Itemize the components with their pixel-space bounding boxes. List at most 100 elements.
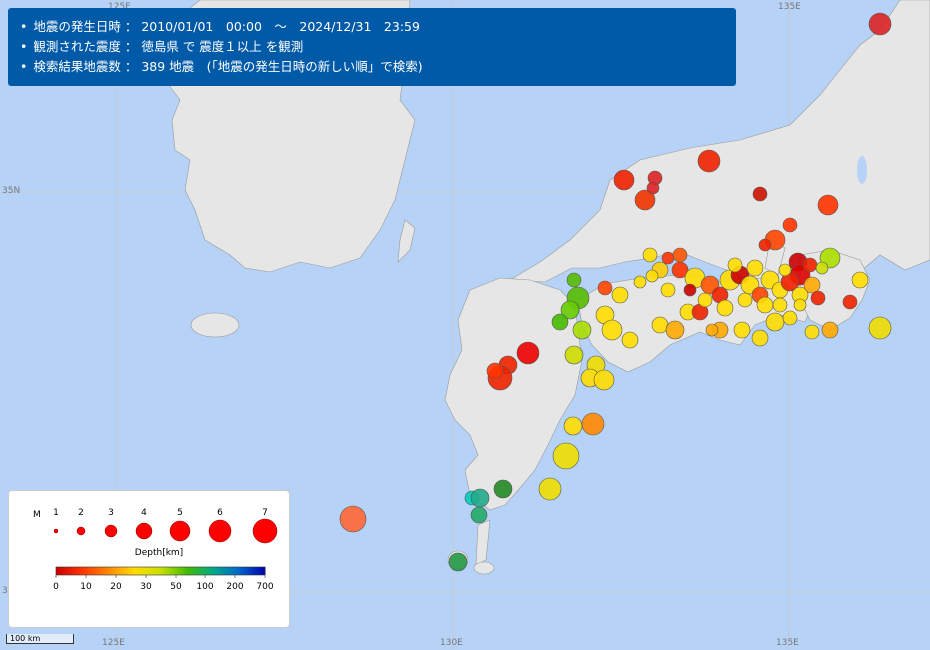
tsushima-island — [397, 219, 416, 263]
depth-bar-segment — [212, 567, 240, 575]
magnitude-label: 7 — [262, 508, 268, 518]
legend-graphic: M 1 2 3 4 5 6 7 Depth[km] 0 10 20 30 50 100 200 700 — [33, 508, 278, 592]
earthquake-marker[interactable] — [634, 189, 656, 211]
earthquake-marker[interactable] — [560, 300, 580, 320]
earthquake-marker[interactable] — [551, 313, 569, 331]
earthquake-marker[interactable] — [613, 169, 635, 191]
earthquake-marker[interactable] — [765, 312, 785, 332]
earthquake-marker[interactable] — [842, 294, 858, 310]
earthquake-marker[interactable] — [802, 257, 818, 273]
earthquake-marker[interactable] — [851, 271, 869, 289]
earthquake-marker[interactable] — [756, 296, 774, 314]
depth-bar-segment — [186, 567, 214, 575]
earthquake-marker[interactable] — [642, 247, 658, 263]
earthquake-marker[interactable] — [772, 297, 788, 313]
depth-bar-segment — [160, 567, 188, 575]
earthquake-marker[interactable] — [493, 479, 513, 499]
earthquake-marker[interactable] — [516, 341, 540, 365]
depth-title: Depth[km] — [135, 548, 183, 558]
depth-tick-labels: 0 10 20 30 50 100 200 700 — [53, 575, 274, 592]
magnitude-circle — [53, 528, 59, 534]
earthquake-marker[interactable] — [751, 329, 769, 347]
earthquake-marker[interactable] — [646, 181, 660, 195]
depth-bar-border — [55, 566, 266, 576]
search-condition-panel: • 地震の発生日時 ： 2010/01/01 00:00 ～ 2024/12/31… — [8, 8, 736, 86]
earthquake-marker[interactable] — [727, 257, 743, 273]
scale-bar: 100 km — [6, 634, 74, 644]
earthquake-marker[interactable] — [645, 269, 659, 283]
bullet-icon: • — [20, 59, 28, 74]
depth-color-bar — [55, 566, 266, 576]
earthquake-marker[interactable] — [804, 324, 820, 340]
earthquake-marker[interactable] — [621, 331, 639, 349]
magnitude-circle — [252, 518, 278, 544]
earthquake-marker[interactable] — [733, 321, 751, 339]
earthquake-marker[interactable] — [563, 416, 583, 436]
bullet-icon: • — [20, 39, 28, 54]
magnitude-circle — [135, 522, 153, 540]
earthquake-marker[interactable] — [752, 186, 768, 202]
earthquake-marker[interactable] — [697, 149, 721, 173]
info-line-count-text: 検索結果地震数 ： 389 地震 (「地震の発生日時の新しい順」で検索) — [33, 59, 423, 74]
earthquake-marker[interactable] — [672, 247, 688, 263]
earthquake-marker[interactable] — [782, 217, 798, 233]
map-legend: M 1 2 3 4 5 6 7 Depth[km] 0 10 20 30 50 100 200 700 — [8, 490, 290, 628]
earthquake-marker[interactable] — [821, 321, 839, 339]
earthquake-marker[interactable] — [660, 282, 676, 298]
depth-tick-label: 30 — [140, 582, 152, 592]
depth-tick-label: 100 — [196, 582, 213, 592]
earthquake-marker[interactable] — [782, 310, 798, 326]
earthquake-marker[interactable] — [815, 261, 829, 275]
earthquake-marker[interactable] — [564, 345, 584, 365]
tanegashima-island — [475, 519, 491, 566]
earthquake-marker[interactable] — [593, 369, 615, 391]
earthquake-marker[interactable] — [817, 194, 839, 216]
earthquake-marker[interactable] — [611, 286, 629, 304]
magnitude-label: 5 — [177, 508, 183, 518]
info-line-intensity: • 観測された震度 ： 徳島県 で 震度１以上 を観測 — [20, 37, 724, 57]
earthquake-marker[interactable] — [566, 272, 582, 288]
earthquake-marker[interactable] — [633, 275, 647, 289]
earthquake-marker[interactable] — [448, 552, 468, 572]
earthquake-marker[interactable] — [697, 292, 713, 308]
earthquake-marker[interactable] — [581, 412, 605, 436]
earthquake-marker[interactable] — [601, 319, 623, 341]
earthquake-marker[interactable] — [597, 280, 613, 296]
earthquake-marker[interactable] — [651, 316, 669, 334]
depth-bar-segment — [238, 567, 266, 575]
lon-label-130e-bottom: 130E — [440, 638, 463, 648]
earthquake-marker[interactable] — [683, 283, 697, 297]
magnitude-circle — [208, 519, 232, 543]
earthquake-marker[interactable] — [665, 320, 685, 340]
earthquake-marker[interactable] — [737, 292, 753, 308]
earthquake-marker[interactable] — [758, 238, 772, 252]
lon-label-135e-top: 135E — [778, 2, 801, 12]
lon-label-125e-bottom: 125E — [102, 638, 125, 648]
earthquake-marker[interactable] — [868, 12, 892, 36]
earthquake-marker[interactable] — [661, 251, 675, 265]
magnitude-label: 3 — [108, 508, 114, 518]
lake-biwa — [857, 156, 867, 184]
earthquake-marker[interactable] — [486, 362, 504, 380]
earthquake-marker[interactable] — [716, 299, 734, 317]
earthquake-marker[interactable] — [868, 316, 892, 340]
depth-bar-segment — [108, 567, 135, 575]
earthquake-marker[interactable] — [810, 290, 826, 306]
earthquake-marker[interactable] — [778, 263, 792, 277]
earthquake-marker[interactable] — [538, 477, 562, 501]
info-line-period-text: 地震の発生日時 ： 2010/01/01 00:00 ～ 2024/12/31 … — [33, 19, 420, 34]
earthquake-marker[interactable] — [339, 505, 367, 533]
earthquake-marker[interactable] — [803, 276, 821, 294]
earthquake-marker[interactable] — [470, 506, 488, 524]
earthquake-marker[interactable] — [793, 298, 807, 312]
earthquake-marker[interactable] — [746, 259, 764, 277]
depth-tick-label: 200 — [226, 582, 243, 592]
info-line-period: • 地震の発生日時 ： 2010/01/01 00:00 ～ 2024/12/31… — [20, 17, 724, 37]
depth-tick-label: 10 — [80, 582, 92, 592]
earthquake-marker[interactable] — [572, 320, 592, 340]
earthquake-marker[interactable] — [470, 488, 490, 508]
earthquake-marker[interactable] — [552, 442, 580, 470]
earthquake-marker[interactable] — [705, 323, 719, 337]
magnitude-label: 6 — [217, 508, 223, 518]
small-island — [473, 561, 495, 575]
